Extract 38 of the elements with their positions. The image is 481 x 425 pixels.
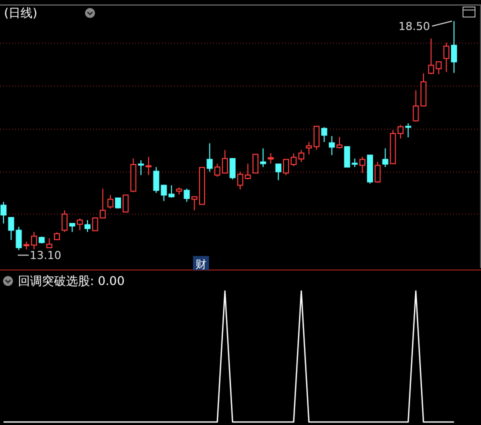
candlestick	[321, 126, 328, 143]
candlestick	[84, 220, 90, 232]
candlestick	[252, 153, 258, 174]
candlestick	[336, 136, 342, 149]
candlestick	[122, 194, 129, 213]
candlestick	[359, 156, 366, 174]
annotation: 18.50	[398, 20, 430, 34]
candlestick	[184, 188, 190, 202]
candlestick	[138, 160, 144, 176]
candlestick	[275, 163, 282, 181]
candlestick	[268, 152, 274, 164]
candlestick	[46, 238, 52, 248]
candlestick	[298, 150, 304, 162]
candlestick	[16, 226, 22, 251]
chart-title: (日线)	[4, 6, 38, 20]
chart-title: 回调突破选股: 0.00	[18, 274, 125, 288]
annotation: 财	[196, 258, 206, 271]
candlestick	[76, 218, 83, 231]
candlestick	[8, 216, 14, 241]
candlestick	[244, 163, 251, 180]
candlestick	[0, 201, 6, 224]
candlestick	[328, 136, 335, 156]
candlestick	[382, 148, 388, 168]
candlestick	[443, 42, 450, 73]
candlestick	[100, 188, 106, 218]
candlestick	[451, 20, 457, 74]
candlestick	[92, 217, 98, 232]
annotation: 13.10	[30, 249, 62, 262]
candlestick	[260, 148, 266, 168]
candlestick	[206, 142, 213, 172]
candlestick	[230, 158, 236, 180]
candlestick	[107, 194, 114, 210]
candlestick	[374, 161, 381, 184]
candlestick	[146, 156, 152, 176]
candlestick	[153, 166, 160, 194]
candlestick	[62, 210, 68, 232]
candlestick	[237, 171, 244, 190]
candlestick	[405, 122, 412, 138]
